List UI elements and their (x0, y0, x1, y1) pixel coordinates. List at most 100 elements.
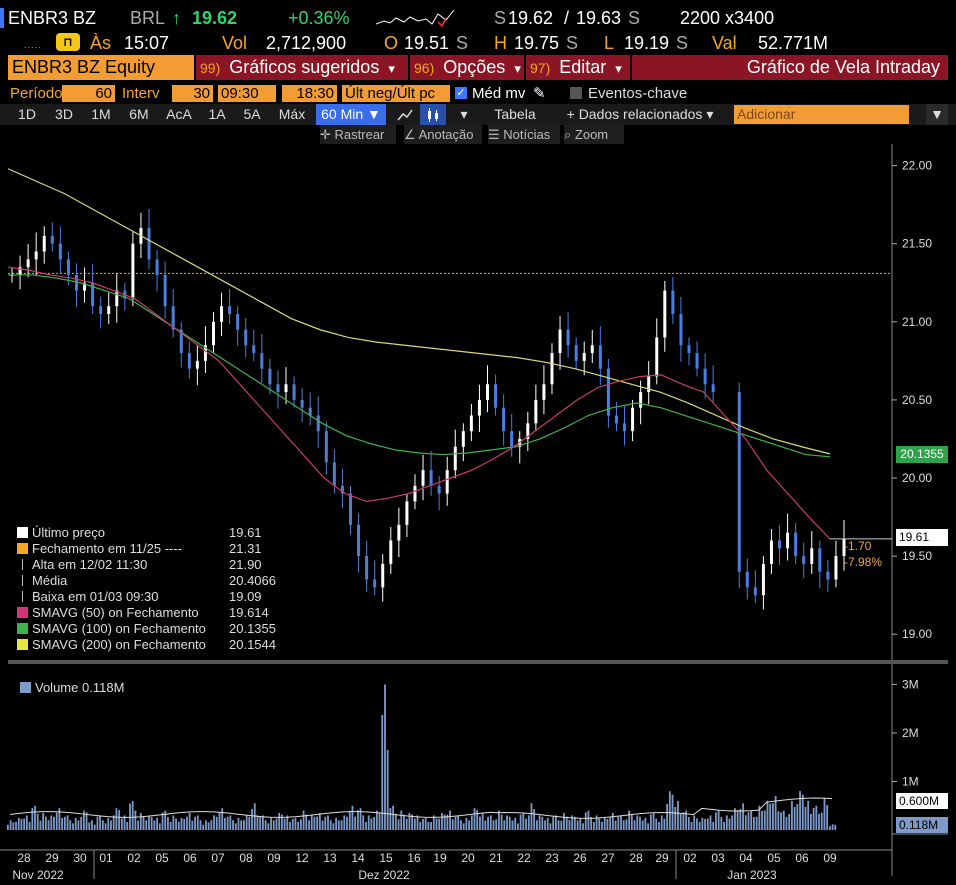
tab-1a[interactable]: 1A (208, 106, 226, 122)
volume-bar (337, 820, 340, 830)
related-data-button[interactable]: + Dados relacionados ▾ (566, 106, 714, 122)
up-arrow-icon: ↑ (172, 8, 181, 28)
volume-bar (506, 815, 508, 830)
candle (566, 329, 570, 346)
add-input[interactable]: Adicionar (734, 105, 909, 124)
volume-bar (804, 806, 807, 830)
end-time-input[interactable]: 18:30 (282, 85, 337, 102)
volume-bar (259, 816, 262, 830)
volume-bar (156, 817, 158, 830)
tab-1m[interactable]: 1M (91, 106, 111, 122)
tab-6m[interactable]: 6M (129, 106, 149, 122)
track-button[interactable]: ✛ Rastrear (320, 125, 396, 144)
chart-type-dropdown[interactable]: ▾ (460, 106, 468, 122)
candle (802, 556, 806, 564)
volume-bar (620, 815, 622, 830)
legend-value: 20.4066 (229, 573, 276, 588)
collapse-icon[interactable]: ▼ (926, 104, 948, 125)
volume-bar (457, 815, 460, 830)
volume-bar (31, 807, 34, 830)
pencil-icon[interactable]: ✎ (533, 85, 546, 102)
interval-input[interactable]: 30 (172, 85, 213, 102)
chart-subtools: ✛ Rastrear ∠ Anotação ☰ Notícias ⌕ Zoom (0, 125, 956, 144)
volume-bar (55, 812, 58, 830)
volume-bar (606, 818, 609, 830)
volume-bar (221, 808, 224, 830)
candle (244, 329, 248, 346)
volume-bar (685, 810, 688, 830)
candle (332, 462, 336, 486)
x-tick-label: 05 (767, 851, 781, 865)
volume-bar (649, 814, 652, 830)
volume-bar (498, 810, 500, 830)
key-events-checkbox[interactable] (570, 87, 582, 99)
volume-bar (74, 817, 77, 830)
period-input[interactable]: 60 (62, 85, 115, 102)
zoom-button[interactable]: ⌕ Zoom (564, 125, 624, 144)
market-status-icon[interactable]: ⊓ (56, 33, 80, 51)
volume-bar (763, 810, 766, 830)
volume-bar (134, 810, 137, 830)
start-time-input[interactable]: 09:30 (218, 85, 276, 102)
volume-bar (484, 820, 487, 830)
volume-bar (384, 684, 386, 830)
volume-bar (576, 820, 579, 830)
volume-bar (186, 816, 188, 830)
tab-1d[interactable]: 1D (18, 106, 36, 122)
candle (292, 384, 296, 400)
candle (381, 563, 385, 588)
volume-bar (736, 810, 739, 830)
menu-suggested-charts[interactable]: 99) Gráficos sugeridos ▾ (196, 55, 408, 80)
price-chart[interactable]: 22.00 21.50 21.00 20.50 20.00 19.50 19.00 3M 2M 1… (0, 144, 956, 885)
tab-aca[interactable]: AcA (166, 106, 192, 122)
legend-row: SMAVG (50) on Fechamento 19.614 (13, 605, 278, 621)
news-button[interactable]: ☰ Notícias (488, 125, 560, 144)
line-chart-icon[interactable] (392, 104, 418, 125)
volume-bar (812, 807, 815, 830)
magnifier-icon: ⌕ (564, 127, 572, 142)
candle (179, 329, 183, 354)
volume-bar (709, 815, 712, 830)
volume-bar (522, 813, 525, 830)
volume-bar (394, 813, 397, 830)
volume-bar (137, 820, 140, 830)
volume-bar (416, 815, 419, 830)
tab-60-min[interactable]: 60 Min ▼ (316, 104, 386, 125)
menu-bar: ENBR3 BZ Equity 99) Gráficos sugeridos ▾… (0, 55, 956, 80)
volume-bar (560, 820, 563, 830)
menu-options[interactable]: 96) Opções ▾ (410, 55, 524, 80)
menu-edit[interactable]: 97) Editar ▾ (526, 55, 630, 80)
volume-bar (112, 815, 115, 830)
candle (647, 376, 651, 393)
tab-5a[interactable]: 5A (243, 106, 261, 122)
moving-avg-checkbox[interactable]: ✓ (455, 87, 467, 99)
candle-chart-icon[interactable] (420, 104, 446, 125)
candle (429, 470, 433, 486)
security-field[interactable]: ENBR3 BZ Equity (8, 55, 194, 80)
volume-bar (565, 816, 568, 830)
panel-divider[interactable] (8, 660, 948, 664)
volume-bar (427, 821, 430, 830)
volume-bar (598, 818, 601, 830)
legend-label: Baixa em 01/03 09:30 (32, 589, 159, 604)
volume-bar (538, 815, 541, 830)
annotation-button[interactable]: ∠ Anotação (404, 125, 482, 144)
tab-3d[interactable]: 3D (55, 106, 73, 122)
volume-bar (424, 817, 427, 830)
ticker-marker (0, 8, 4, 28)
candle (373, 579, 377, 588)
volume-bar (359, 808, 362, 830)
tab-máx[interactable]: Máx (278, 106, 306, 122)
volume-bar (519, 814, 522, 830)
volume-bar (633, 820, 636, 830)
candle (679, 314, 683, 346)
low-price: 19.19 (624, 33, 670, 53)
volume-bar (120, 818, 123, 830)
volume-bar (215, 816, 218, 830)
candle (502, 407, 506, 432)
candle (494, 384, 498, 408)
candle (810, 548, 814, 564)
volume-bar (63, 816, 66, 830)
price-type-input[interactable]: Últ neg/Últ pc (342, 85, 450, 102)
table-button[interactable]: Tabela (494, 106, 536, 122)
